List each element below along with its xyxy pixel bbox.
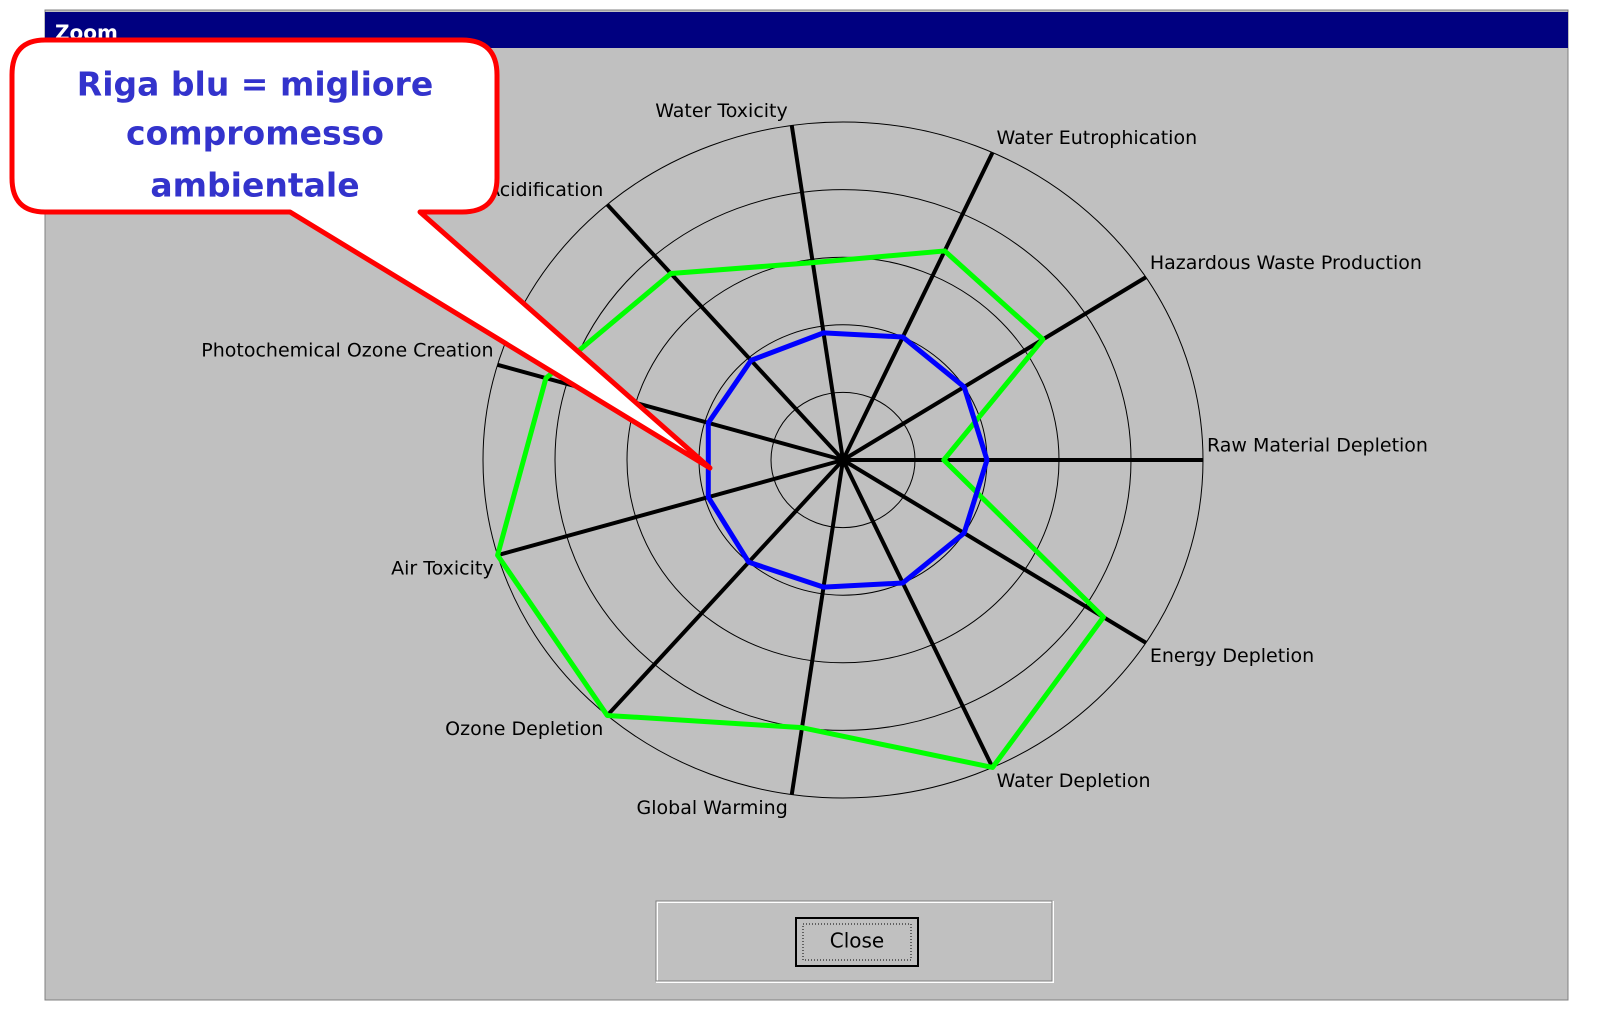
button-face[interactable] [795,917,919,967]
axis-label: Acidification [487,179,603,201]
axis-label: Ozone Depletion [445,718,603,740]
axis-label: Energy Depletion [1150,645,1314,667]
radar-chart: Raw Material Depletion Hazardous Waste Pr… [201,100,1428,819]
axis-label: Hazardous Waste Production [1150,252,1422,274]
axis [497,362,844,462]
axis-label: Global Warming [637,797,788,819]
axis-label: Photochemical Ozone Creation [201,339,493,361]
axis-label: Water Toxicity [655,100,788,122]
callout-text: compromesso [126,114,384,153]
button-label[interactable]: Close [830,929,884,953]
callout-text: Riga blu = migliore [77,65,433,104]
axis [789,125,845,461]
callout-text: ambientale [150,166,359,205]
close-button[interactable]: Close [795,917,919,967]
button-focus [802,923,912,961]
callout [9,37,713,471]
axis [605,203,845,462]
axis-label: Air Toxicity [391,558,494,580]
axis [605,458,845,717]
axis [841,275,1147,462]
series-line [705,330,990,590]
axis-label: Raw Material Depletion [1207,435,1428,457]
axis [789,459,845,795]
button-group-shadow [655,900,1053,982]
axis-label: Water Depletion [997,770,1151,792]
axis [497,458,844,558]
button-group [656,901,1054,983]
axis-label: Water Eutrophication [997,127,1198,149]
axis [841,459,995,769]
axis [841,151,995,461]
series-line [495,248,1106,770]
